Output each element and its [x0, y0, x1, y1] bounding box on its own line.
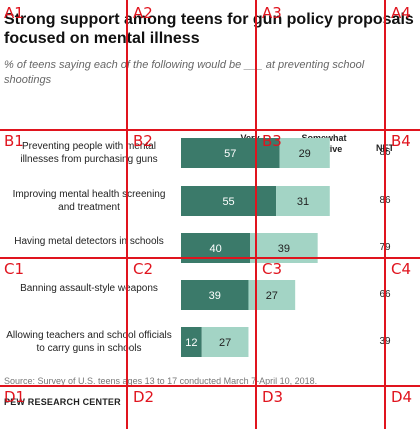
- category-label: Having metal detectors in schools: [14, 236, 164, 247]
- bar-very-effective: [181, 280, 249, 310]
- grid-cell-label: B4: [391, 132, 411, 150]
- grid-cell-label: D4: [391, 388, 413, 406]
- bar-value-label: 39: [209, 290, 221, 302]
- bar-value-label: 55: [222, 196, 234, 208]
- grid-cell-label: A4: [391, 4, 411, 22]
- bar-value-label: 29: [299, 148, 311, 160]
- brand-footer: PEW RESEARCH CENTER: [4, 397, 121, 407]
- chart-title: Strong support among teens for gun polic…: [4, 11, 414, 47]
- source-note: Source: Survey of U.S. teens ages 13 to …: [4, 376, 318, 386]
- category-label: Allowing teachers and school officials t…: [6, 330, 172, 354]
- grid-cell-label: A1: [4, 4, 24, 22]
- category-label: Improving mental health screening and tr…: [12, 189, 166, 213]
- grid-cell-label: B3: [262, 132, 282, 150]
- grid-cell-label: C4: [391, 260, 412, 278]
- bar-value-label: 31: [297, 196, 309, 208]
- grid-cell-label: C3: [262, 260, 283, 278]
- bar-value-label: 27: [219, 337, 231, 349]
- grid-cell-label: B2: [133, 132, 153, 150]
- grid-cell-label: D1: [4, 388, 26, 406]
- grid-cell-label: A2: [133, 4, 153, 22]
- bar-value-label: 57: [224, 148, 236, 160]
- bar-value-label: 39: [278, 243, 290, 255]
- grid-cell-label: C1: [4, 260, 25, 278]
- bar-very-effective: [181, 186, 277, 216]
- bar-very-effective: [181, 138, 280, 168]
- grid-cell-label: B1: [4, 132, 24, 150]
- grid-cell-label: A3: [262, 4, 282, 22]
- grid-cell-label: C2: [133, 260, 154, 278]
- grid-cell-label: D2: [133, 388, 155, 406]
- bar-somewhat-effective: [201, 327, 249, 357]
- bar-somewhat-effective: [279, 138, 330, 168]
- category-label: Banning assault-style weapons: [20, 283, 158, 294]
- bar-somewhat-effective: [276, 186, 330, 216]
- bar-very-effective: [181, 327, 202, 357]
- category-label: Preventing people with mental illnesses …: [20, 141, 158, 165]
- grid-cell-label: D3: [262, 388, 284, 406]
- bar-value-label: 12: [185, 337, 197, 349]
- bar-value-label: 40: [209, 243, 221, 255]
- chart-subtitle: % of teens saying each of the following …: [4, 59, 365, 86]
- bar-value-label: 27: [266, 290, 278, 302]
